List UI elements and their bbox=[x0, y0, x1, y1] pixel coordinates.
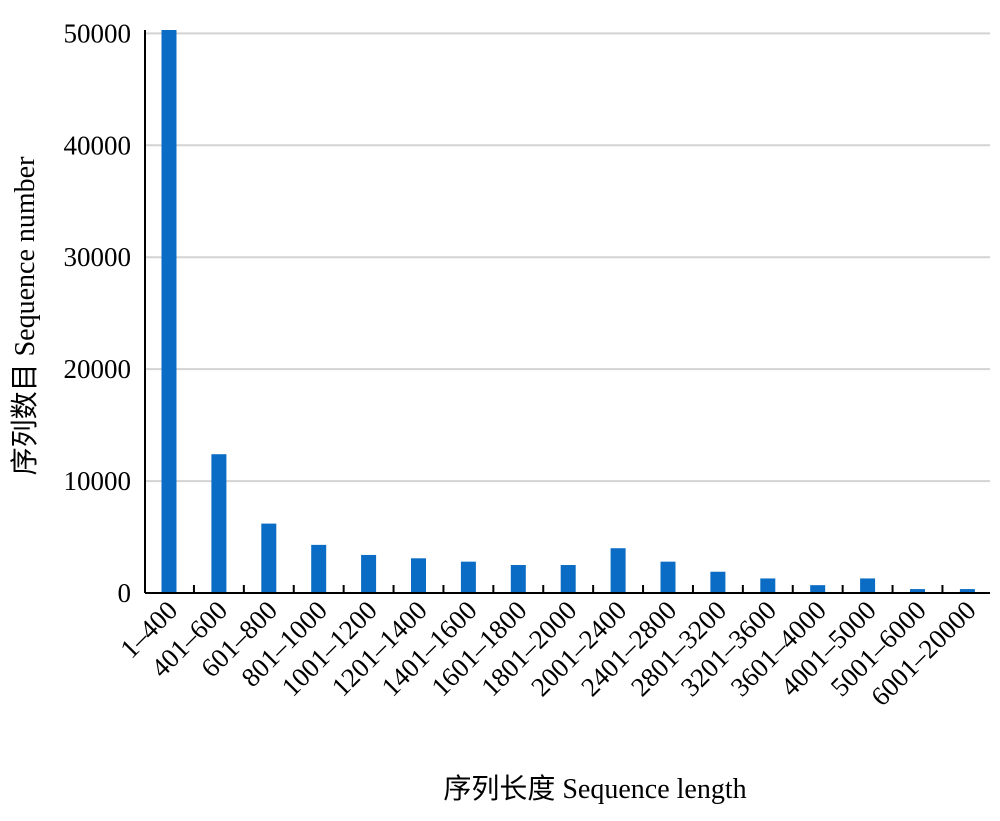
y-tick-label: 10000 bbox=[64, 466, 132, 496]
bar bbox=[810, 585, 826, 593]
bar bbox=[161, 30, 177, 593]
bar bbox=[361, 554, 377, 593]
bar bbox=[860, 578, 876, 593]
y-tick-label: 0 bbox=[118, 578, 132, 608]
y-tick-label: 40000 bbox=[64, 130, 132, 160]
bar bbox=[211, 454, 227, 593]
y-tick-label: 20000 bbox=[64, 354, 132, 384]
bar bbox=[261, 523, 277, 593]
grid-lines bbox=[145, 32, 990, 483]
bar bbox=[560, 565, 576, 593]
bar bbox=[411, 558, 426, 593]
y-tick-label: 30000 bbox=[64, 242, 132, 272]
bar bbox=[510, 565, 526, 593]
y-tick-labels: 0 10000 20000 30000 40000 50000 bbox=[64, 18, 132, 608]
x-tick-labels: 1–400401–600601–800801–10001001–12001201… bbox=[114, 595, 981, 712]
axes bbox=[144, 30, 990, 594]
bar bbox=[910, 589, 925, 593]
bar bbox=[760, 578, 776, 593]
bar bbox=[610, 548, 626, 593]
bar bbox=[959, 589, 975, 593]
y-tick-label: 50000 bbox=[64, 18, 132, 48]
bar bbox=[311, 544, 327, 593]
bar bbox=[660, 561, 676, 593]
bar bbox=[460, 561, 476, 593]
x-axis-title: 序列长度 Sequence length bbox=[443, 773, 746, 805]
bars bbox=[161, 30, 975, 593]
y-axis-title: 序列数目 Sequence number bbox=[9, 156, 41, 475]
bar bbox=[710, 571, 726, 593]
